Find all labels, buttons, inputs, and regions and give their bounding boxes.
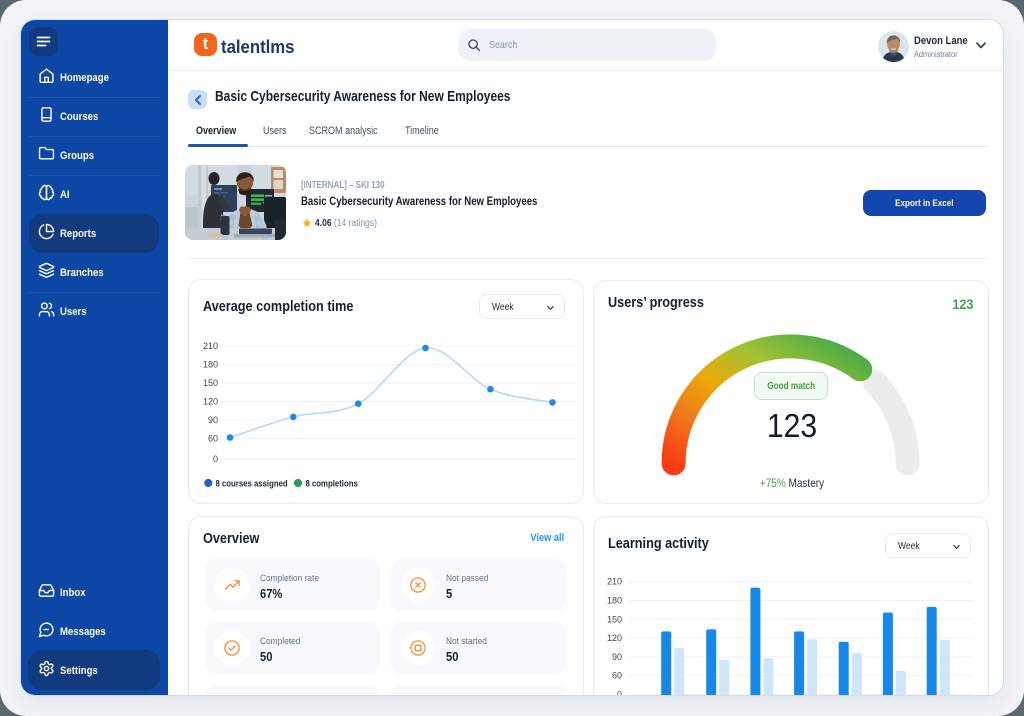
svg-text:120: 120: [606, 633, 621, 643]
svg-text:150: 150: [203, 378, 218, 388]
svg-text:8 completions: 8 completions: [306, 478, 358, 489]
svg-text:150: 150: [606, 614, 621, 624]
svg-text:120: 120: [203, 397, 218, 407]
svg-text:60: 60: [208, 434, 218, 444]
svg-text:180: 180: [606, 595, 621, 605]
svg-text:180: 180: [203, 360, 218, 370]
svg-text:60: 60: [611, 670, 621, 680]
svg-text:210: 210: [203, 341, 218, 351]
svg-text:90: 90: [208, 415, 218, 425]
svg-text:0: 0: [616, 689, 621, 696]
svg-text:90: 90: [611, 651, 621, 661]
svg-text:8 courses assigned: 8 courses assigned: [216, 478, 288, 489]
svg-text:0: 0: [213, 454, 218, 464]
svg-text:210: 210: [606, 576, 621, 586]
